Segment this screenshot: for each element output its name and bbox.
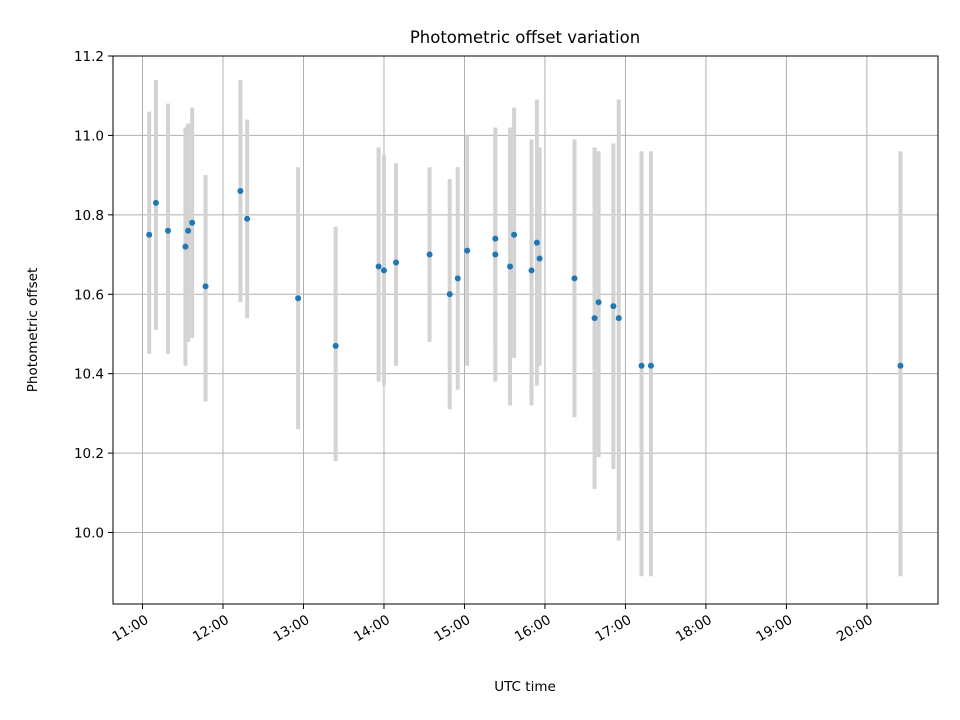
y-axis-label: Photometric offset — [25, 268, 41, 392]
data-point — [295, 295, 302, 302]
data-point — [528, 267, 535, 274]
chart-title: Photometric offset variation — [410, 28, 640, 47]
data-point — [615, 315, 622, 322]
y-tick-label: 10.6 — [74, 287, 104, 303]
data-points — [146, 188, 904, 369]
data-point — [182, 243, 189, 250]
data-point — [426, 251, 433, 258]
data-point — [536, 255, 543, 262]
y-tick-label: 10.4 — [74, 367, 104, 383]
data-point — [511, 231, 518, 238]
data-point — [610, 303, 617, 310]
data-point — [244, 215, 251, 222]
data-point — [897, 362, 904, 369]
data-point — [591, 315, 598, 322]
data-point — [492, 235, 499, 242]
data-point — [189, 219, 196, 226]
data-point — [464, 247, 471, 254]
data-point — [454, 275, 461, 282]
data-point — [332, 342, 339, 349]
data-point — [165, 227, 171, 234]
data-point — [375, 263, 382, 270]
data-point — [492, 251, 499, 258]
data-point — [571, 275, 578, 282]
data-point — [638, 362, 645, 369]
y-tick-label: 11.2 — [74, 49, 104, 65]
y-tick-label: 10.0 — [74, 526, 104, 542]
data-point — [202, 283, 209, 290]
data-point — [152, 199, 159, 206]
data-point — [237, 188, 244, 195]
y-tick-label: 10.8 — [74, 208, 104, 224]
data-point — [446, 291, 453, 298]
y-tick-label: 11.0 — [74, 128, 104, 144]
data-point — [533, 239, 540, 246]
data-point — [647, 362, 654, 369]
plot-frame — [112, 55, 939, 605]
data-point — [380, 267, 387, 274]
data-point — [595, 299, 602, 306]
data-point — [393, 259, 400, 266]
data-point — [507, 263, 514, 270]
data-point — [185, 227, 192, 234]
x-axis-label: UTC time — [494, 679, 556, 695]
y-tick-label: 10.2 — [74, 446, 104, 462]
data-point — [146, 231, 153, 238]
